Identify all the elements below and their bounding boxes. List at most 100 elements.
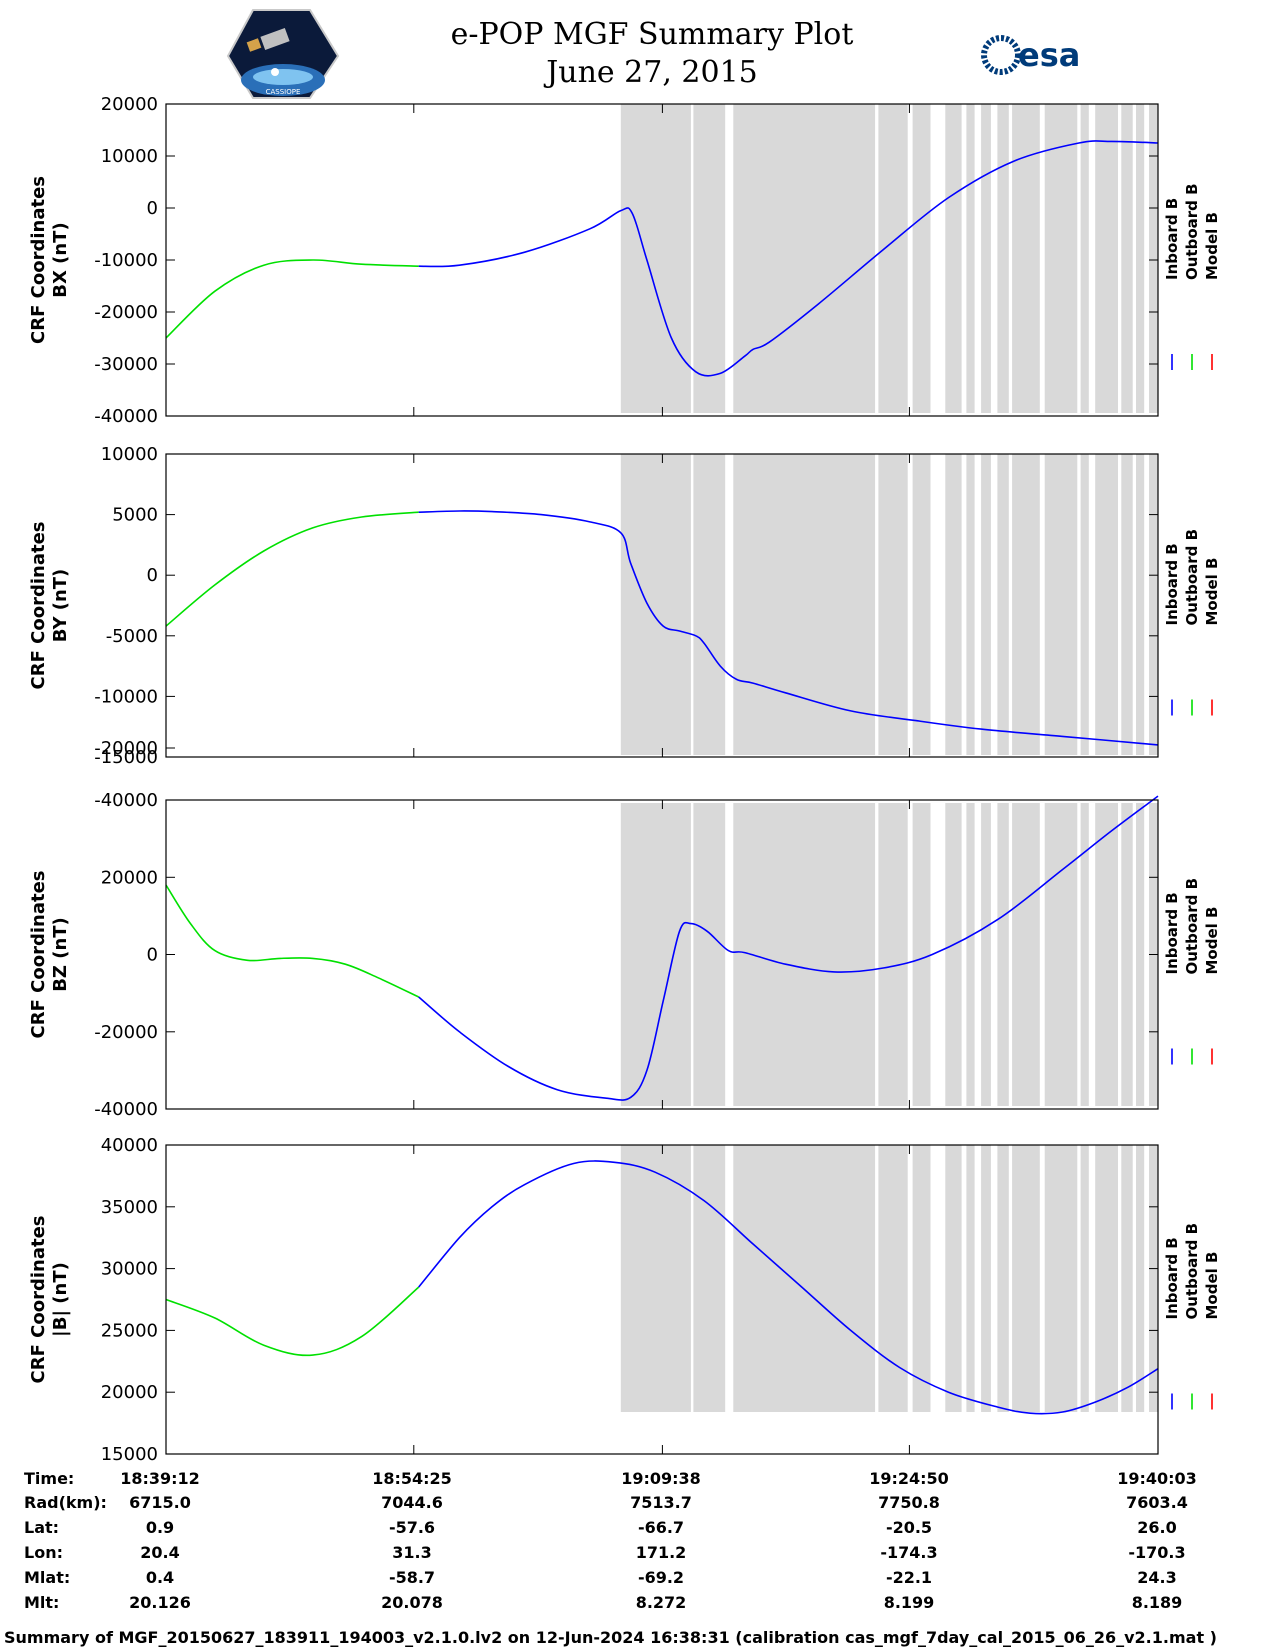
shade-block (945, 454, 962, 755)
info-cell: 26.0 (1137, 1518, 1176, 1537)
y-tick-label: -10000 (94, 686, 158, 707)
series-line-inboard-b (418, 510, 1159, 746)
shade-block (620, 104, 691, 413)
shade-block (1149, 1145, 1158, 1412)
shade-block (1136, 1145, 1145, 1412)
chart-panel-3: -40000 20000 0 -20000 -40000 -20000 CRF Coordi… (28, 738, 1221, 1120)
info-cell: -170.3 (1128, 1543, 1185, 1562)
y-tick-label: 40000 (101, 1135, 158, 1156)
legend-label: Model B (1203, 212, 1221, 280)
shade-block (1095, 1145, 1118, 1412)
legend-label: Inboard B (1163, 543, 1181, 625)
series-line-outboard-b (165, 884, 420, 998)
chart-panel-2: 10000 5000 0 -5000 -10000 -15000 CRF Coordinat… (28, 444, 1221, 768)
info-cell: 20.126 (129, 1593, 191, 1612)
info-cell: 0.9 (146, 1518, 174, 1537)
info-cell: 20.078 (381, 1593, 443, 1612)
y-tick-label: -15000 (94, 747, 158, 768)
shade-block (1095, 803, 1118, 1106)
info-row-label: Rad(km): (24, 1493, 107, 1512)
shade-block (733, 454, 876, 755)
y-tick-label: -20000 (94, 738, 158, 759)
plot-date: June 27, 2015 (543, 55, 758, 90)
info-row-label: Mlt: (24, 1593, 59, 1612)
shade-block (981, 803, 991, 1106)
legend-label: Inboard B (1163, 892, 1181, 974)
series-line-outboard-b (165, 1286, 420, 1357)
shade-block (1136, 803, 1145, 1106)
chart-panel-4: 40000 35000 30000 25000 20000 15000 CRF Coordi… (28, 1135, 1221, 1465)
plot-frame (165, 1144, 1159, 1455)
shade-block (997, 454, 1009, 755)
shade-block (620, 454, 691, 755)
shade-block (966, 104, 975, 413)
plot-title: e-POP MGF Summary Plot (451, 17, 854, 52)
shade-block (693, 104, 726, 413)
shade-block (693, 454, 726, 755)
y-axis-label: BY (nT) (50, 569, 71, 643)
shade-block (1044, 454, 1078, 755)
esa-logo-text: esa (1018, 36, 1080, 74)
y-tick-label: -40000 (94, 790, 158, 811)
esa-logo: esa (981, 35, 1080, 75)
shade-block (1095, 104, 1118, 413)
y-tick-label: 20000 (101, 94, 158, 115)
info-cell: 19:40:03 (1117, 1469, 1197, 1488)
plot-frame (165, 103, 1159, 417)
info-cell: 0.4 (146, 1568, 174, 1587)
shade-block (966, 803, 975, 1106)
info-cell: 7513.7 (630, 1493, 692, 1512)
info-row-label: Time: (24, 1469, 74, 1488)
info-cell: 19:09:38 (621, 1469, 701, 1488)
shade-block (733, 104, 876, 413)
shade-block (620, 803, 691, 1106)
y-tick-label: -40000 (94, 406, 158, 427)
info-row-label: Mlat: (24, 1568, 70, 1587)
shade-block (1080, 803, 1089, 1106)
shade-block (1095, 454, 1118, 755)
info-row-label: Lon: (24, 1543, 63, 1562)
info-cell: -174.3 (880, 1543, 937, 1562)
shade-block (693, 803, 726, 1106)
y-axis-label: |B| (nT) (50, 1262, 71, 1337)
shade-block (1080, 1145, 1089, 1412)
series-line-outboard-b (165, 511, 419, 627)
shade-block (1012, 1145, 1040, 1412)
shade-block (1136, 104, 1145, 413)
shade-block (1044, 104, 1078, 413)
shade-regions (620, 454, 1158, 755)
info-row-label: Lat: (24, 1518, 59, 1537)
info-cell: -20.5 (886, 1518, 932, 1537)
info-cell: 19:24:50 (869, 1469, 949, 1488)
shade-block (912, 803, 931, 1106)
legend-label: Model B (1203, 558, 1221, 626)
legend-label: Inboard B (1163, 1237, 1181, 1319)
series-line-inboard-b (418, 795, 1159, 1101)
y-tick-label: -20000 (94, 1022, 158, 1043)
shade-block (981, 1145, 991, 1412)
y-axis-label: BX (nT) (50, 222, 71, 297)
shade-block (1044, 1145, 1078, 1412)
y-axis-label: CRF Coordinates (28, 176, 49, 344)
info-table: Time: Rad(km): Lat: Lon: Mlat: Mlt: 18:39:12 67… (24, 1469, 1197, 1612)
shade-block (945, 803, 962, 1106)
shade-block (997, 803, 1009, 1106)
shade-block (1136, 454, 1145, 755)
shade-block (878, 454, 908, 755)
shade-block (1044, 803, 1078, 1106)
shade-block (1080, 454, 1089, 755)
y-tick-label: 20000 (101, 867, 158, 888)
series-line-outboard-b (165, 259, 419, 339)
plot-frame (165, 799, 1159, 1110)
shade-block (878, 104, 908, 413)
y-tick-label: -40000 (94, 1099, 158, 1120)
y-tick-label: 15000 (101, 1444, 158, 1465)
legend-label: Model B (1203, 1252, 1221, 1320)
shade-block (1121, 454, 1133, 755)
shade-regions (620, 104, 1158, 413)
y-tick-label: 0 (147, 198, 158, 219)
y-tick-label: 0 (147, 945, 158, 966)
shade-block (1149, 454, 1158, 755)
shade-block (945, 1145, 962, 1412)
